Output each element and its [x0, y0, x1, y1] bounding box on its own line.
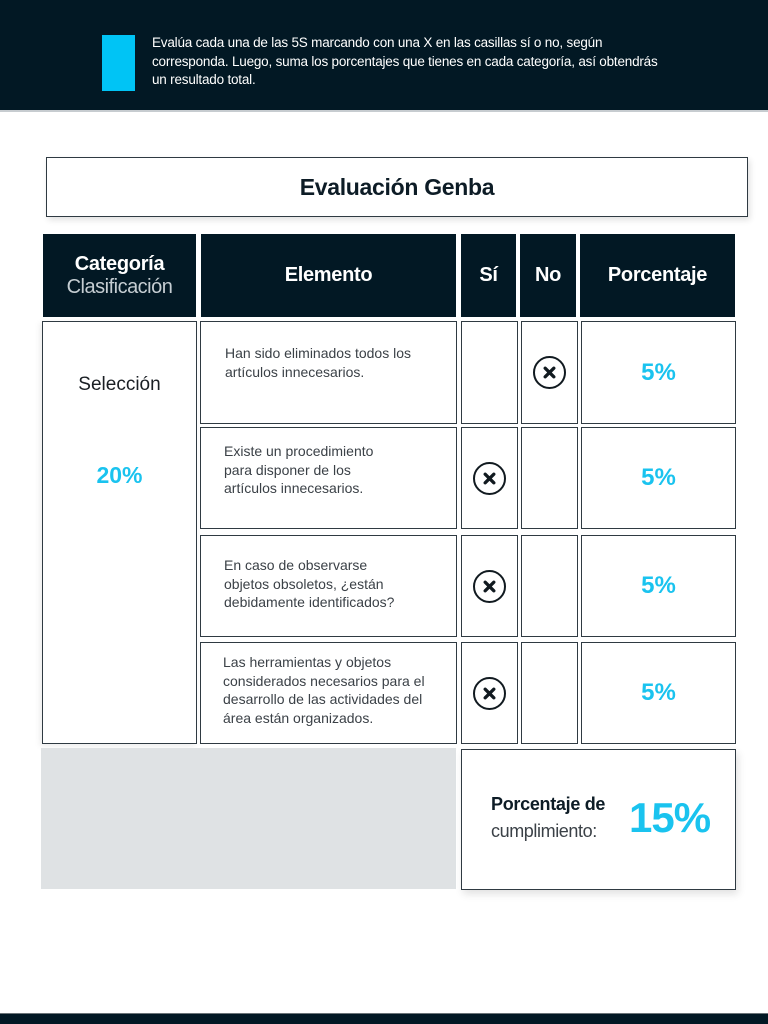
element-text: Han sido eliminados todos los artículos … — [225, 345, 411, 380]
divider — [0, 110, 768, 112]
percentage-value: 5% — [641, 464, 676, 491]
category-percentage: 20% — [96, 462, 143, 488]
header-percentage-label: Porcentaje — [607, 264, 708, 286]
percentage-value: 5% — [641, 679, 676, 706]
header-category-label: Categoría — [74, 252, 165, 275]
header-no-label: No — [534, 264, 562, 286]
header-element-label: Elemento — [284, 264, 373, 286]
no-checkbox[interactable] — [521, 427, 578, 529]
yes-checkbox[interactable] — [461, 535, 518, 637]
accent-bar — [102, 35, 135, 91]
circled-x-icon — [473, 569, 506, 603]
title-box: Evaluación Genba — [46, 157, 748, 217]
percentage-value: 5% — [641, 572, 676, 599]
compliance-percentage: 15% — [629, 794, 711, 841]
table-row-element: Han sido eliminados todos los artículos … — [200, 321, 457, 424]
category-name: Selección — [78, 374, 161, 395]
empty-grey-panel — [41, 748, 456, 889]
no-checkbox[interactable] — [521, 321, 578, 424]
element-text: Existe un procedimiento para disponer de… — [224, 443, 374, 496]
no-checkbox[interactable] — [521, 642, 578, 744]
percentage-cell: 5% — [581, 642, 736, 744]
circled-x-icon — [473, 676, 506, 710]
element-text: Las herramientas y objetos considerados … — [223, 654, 425, 726]
summary-label-regular: cumplimiento: — [491, 821, 597, 841]
table-row-element: Existe un procedimiento para disponer de… — [200, 427, 457, 529]
percentage-cell: 5% — [581, 535, 736, 637]
yes-checkbox[interactable] — [461, 321, 518, 424]
no-checkbox[interactable] — [521, 535, 578, 637]
percentage-cell: 5% — [581, 427, 736, 529]
circled-x-icon — [473, 461, 506, 495]
yes-checkbox[interactable] — [461, 642, 518, 744]
instruction-banner: Evalúa cada una de las 5S marcando con u… — [0, 0, 768, 110]
percentage-value: 5% — [641, 358, 676, 386]
header-yes: Sí — [461, 234, 516, 317]
table-row-element: Las herramientas y objetos considerados … — [200, 642, 457, 744]
header-category-sublabel: Clasificación — [66, 275, 173, 298]
header-yes-label: Sí — [479, 264, 498, 286]
table-row-element: En caso de observarse objetos obsoletos,… — [200, 535, 457, 637]
percentage-cell: 5% — [581, 321, 736, 424]
page-title: Evaluación Genba — [299, 173, 495, 200]
compliance-summary: Porcentaje de cumplimiento: 15% — [461, 749, 736, 890]
circled-x-icon — [533, 356, 566, 389]
element-text: En caso de observarse objetos obsoletos,… — [224, 557, 395, 610]
yes-checkbox[interactable] — [461, 427, 518, 529]
footer-bar — [0, 1013, 768, 1024]
header-element: Elemento — [201, 234, 456, 317]
header-category: Categoría Clasificación — [43, 234, 196, 317]
header-no: No — [520, 234, 576, 317]
instructions-text: Evalúa cada una de las 5S marcando con u… — [152, 35, 658, 87]
category-cell: Selección 20% — [42, 321, 197, 744]
header-percentage: Porcentaje — [580, 234, 735, 317]
summary-label-bold: Porcentaje de — [491, 794, 606, 814]
